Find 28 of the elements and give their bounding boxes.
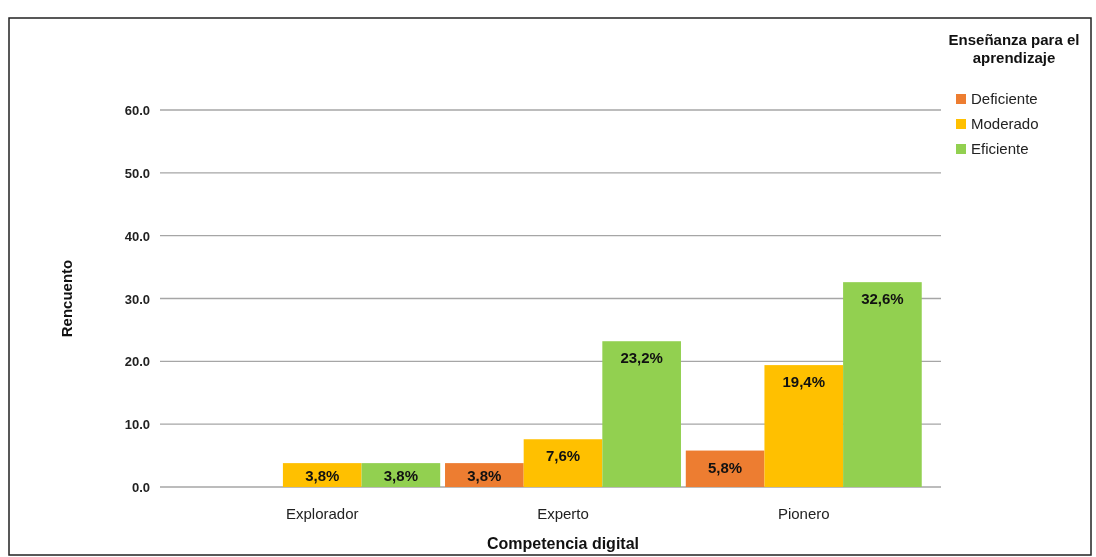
bar [602,341,681,487]
legend-label: Eficiente [971,140,1029,157]
bar [523,439,603,487]
x-tick-label: Experto [537,505,589,522]
bar [843,282,922,487]
y-tick-label: 40.0 [124,228,150,244]
legend-label: Deficiente [971,90,1038,107]
data-label: 3,8% [383,467,418,485]
y-tick-label: 60.0 [124,103,150,118]
data-label: 32,6% [861,290,904,308]
legend-label: Moderado [971,115,1039,132]
y-tick-label: 50.0 [124,165,150,181]
data-label: 23,2% [620,349,663,367]
legend-title: Enseñanza para el aprendizaje [948,31,1080,66]
data-label: 3,8% [467,467,502,485]
data-label: 19,4% [782,373,826,391]
y-tick-label: 10.0 [124,417,150,433]
x-tick-label: Pionero [777,505,830,522]
data-label: 5,8% [708,458,743,476]
x-tick-label: Explorador [285,505,359,522]
bar [764,365,844,487]
data-label: 3,8% [305,467,340,485]
y-tick-label: 30.0 [124,291,150,307]
y-axis-title: Rencuento [58,259,75,338]
y-tick-label: 0.0 [131,480,150,495]
y-tick-label: 20.0 [124,354,150,370]
data-label: 7,6% [545,447,581,465]
x-axis-title: Competencia digital [486,535,640,552]
